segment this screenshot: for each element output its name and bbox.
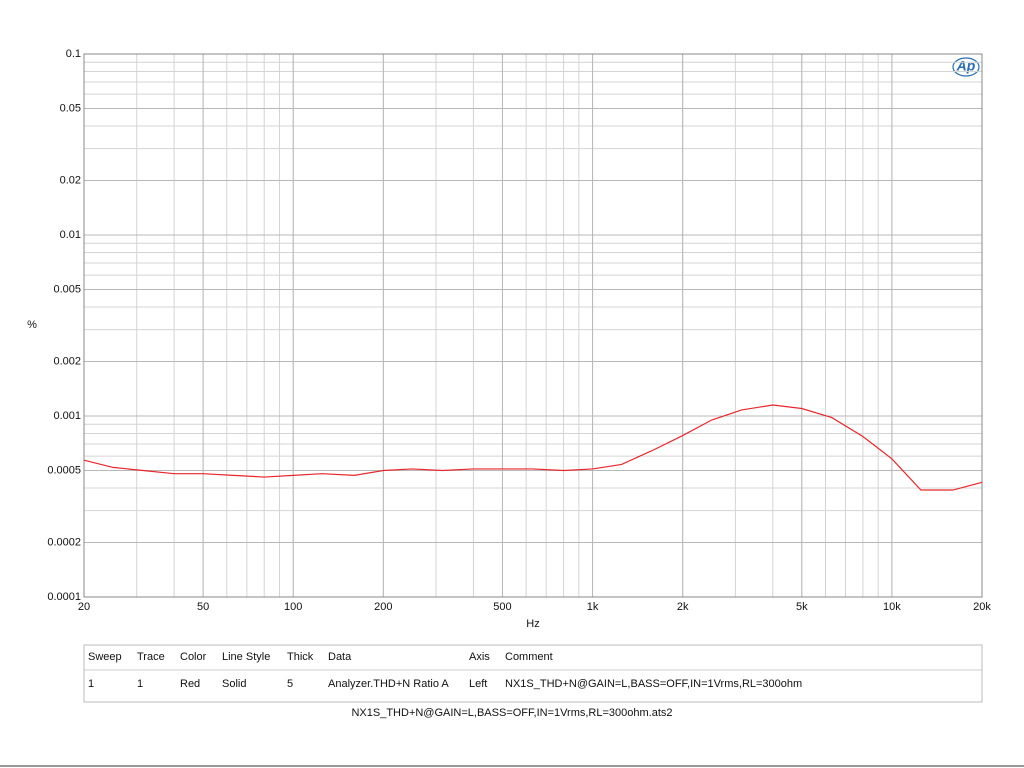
table-header: Sweep <box>88 651 122 663</box>
x-axis-label: Hz <box>526 618 539 630</box>
table-header: Axis <box>469 651 490 663</box>
y-tick-label: 0.0002 <box>47 536 81 548</box>
x-tick-label: 1k <box>587 601 599 613</box>
x-tick-label: 100 <box>284 601 302 613</box>
x-tick-label: 200 <box>374 601 392 613</box>
table-header: Color <box>180 651 207 663</box>
x-tick-label: 2k <box>677 601 689 613</box>
table-header: Data <box>328 651 352 663</box>
table-cell: 1 <box>137 678 143 690</box>
plot-area <box>83 53 983 598</box>
y-tick-label: 0.0001 <box>47 591 81 603</box>
y-tick-label: 0.0005 <box>47 464 81 476</box>
y-tick-label: 0.05 <box>60 102 81 114</box>
table-header: Line Style <box>222 651 270 663</box>
plot-frame <box>83 53 983 598</box>
y-tick-label: 0.001 <box>53 410 81 422</box>
y-axis-label: % <box>27 319 37 331</box>
y-tick-label: 0.1 <box>66 48 81 60</box>
table-header: Thick <box>287 651 314 663</box>
x-tick-label: 50 <box>197 601 209 613</box>
logo: Ap <box>956 58 976 74</box>
table-cell: Analyzer.THD+N Ratio A <box>328 678 449 690</box>
y-tick-label: 0.01 <box>60 229 81 241</box>
table-cell: 5 <box>287 678 293 690</box>
x-tick-label: 20k <box>973 601 991 613</box>
y-tick-label: 0.005 <box>53 283 81 295</box>
x-tick-label: 10k <box>883 601 901 613</box>
table-header: Trace <box>137 651 165 663</box>
data-line <box>83 404 983 491</box>
y-tick-label: 0.02 <box>60 174 81 186</box>
table-cell: NX1S_THD+N@GAIN=L,BASS=OFF,IN=1Vrms,RL=3… <box>505 678 802 690</box>
table-cell: Solid <box>222 678 246 690</box>
x-tick-label: 5k <box>796 601 808 613</box>
footer: NX1S_THD+N@GAIN=L,BASS=OFF,IN=1Vrms,RL=3… <box>351 707 672 719</box>
table-cell: 1 <box>88 678 94 690</box>
y-tick-label: 0.002 <box>53 355 81 367</box>
x-tick-label: 500 <box>493 601 511 613</box>
logo-ring <box>952 57 980 77</box>
table-header: Comment <box>505 651 553 663</box>
table-border <box>83 644 983 703</box>
x-tick-label: 20 <box>78 601 90 613</box>
table-cell: Red <box>180 678 200 690</box>
table-cell: Left <box>469 678 487 690</box>
